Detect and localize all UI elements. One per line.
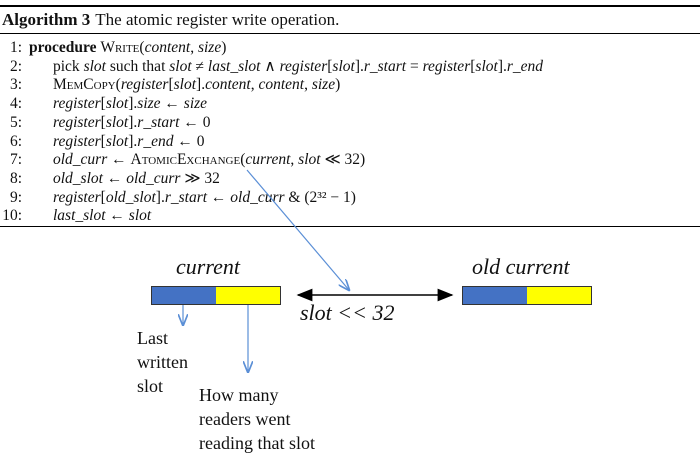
- line-number: 7:: [9, 151, 22, 169]
- algorithm-caption: The atomic register write operation.: [95, 10, 340, 29]
- algorithm-line: 2: pick slot such that slot ≠ last_slot ∧…: [0, 57, 543, 76]
- last-written-slot-note: Last written slot: [137, 328, 188, 396]
- algorithm-line: 4: register[slot].size ← size: [0, 94, 207, 113]
- bottom-rule: [0, 226, 700, 227]
- line-number: 5:: [9, 113, 22, 131]
- algorithm-line: 9: register[old_slot].r_start ← old_curr …: [0, 188, 356, 207]
- line-text: register[slot].r_start ← 0: [53, 113, 211, 131]
- line-number: 8:: [9, 169, 22, 187]
- old-current-label: old current: [472, 254, 570, 279]
- algorithm-line: 5: register[slot].r_start ← 0: [0, 113, 211, 132]
- line-number: 10:: [2, 207, 22, 225]
- algorithm-line: 8: old_slot ← old_curr ≫ 32: [0, 169, 220, 188]
- current-register: [151, 286, 281, 305]
- register-diagram: current old current slot << 32 Last writ…: [0, 240, 700, 458]
- line-number: 6:: [9, 132, 22, 150]
- algorithm-line: 3: MemCopy(register[slot].content, conten…: [0, 75, 340, 94]
- shift-label: slot << 32: [300, 300, 395, 325]
- line-number: 9:: [9, 188, 22, 206]
- line-text: procedure Write(content, size): [29, 39, 227, 56]
- line-number: 1:: [9, 39, 22, 56]
- readers-count-note: How many readers went reading that slot: [199, 385, 315, 453]
- current-label: current: [176, 254, 240, 279]
- old-current-slot-segment: [463, 287, 527, 304]
- top-rule: [0, 5, 700, 7]
- line-text: last_slot ← slot: [53, 207, 152, 225]
- old-current-readers-segment: [527, 287, 591, 304]
- algorithm-title: Algorithm 3 The atomic register write ope…: [2, 10, 339, 30]
- line-text: register[slot].size ← size: [53, 95, 208, 113]
- line-text: register[slot].r_end ← 0: [53, 132, 205, 150]
- line-text: old_slot ← old_curr ≫ 32: [53, 169, 220, 187]
- line-text: register[old_slot].r_start ← old_curr & …: [53, 188, 356, 206]
- old-current-register: [462, 286, 592, 305]
- algorithm-box: Algorithm 3 The atomic register write ope…: [0, 5, 700, 227]
- current-slot-segment: [152, 287, 216, 304]
- algorithm-line: 6: register[slot].r_end ← 0: [0, 132, 205, 151]
- algorithm-line: 7: old_curr ← AtomicExchange(current, slo…: [0, 150, 365, 169]
- title-rule: [0, 33, 700, 34]
- algorithm-line: 1: procedure Write(content, size): [0, 38, 226, 57]
- algorithm-line: 10: last_slot ← slot: [0, 206, 151, 225]
- line-number: 4:: [9, 95, 22, 113]
- line-text: pick slot such that slot ≠ last_slot ∧ r…: [53, 57, 544, 75]
- atomic-exchange-pointer-arrow: [246, 169, 349, 290]
- algorithm-number: Algorithm 3: [2, 10, 91, 29]
- line-number: 2:: [9, 57, 22, 75]
- line-number: 3:: [9, 76, 22, 94]
- line-text: MemCopy(register[slot].content, content,…: [53, 76, 341, 94]
- current-readers-segment: [216, 287, 280, 304]
- line-text: old_curr ← AtomicExchange(current, slot …: [53, 151, 366, 169]
